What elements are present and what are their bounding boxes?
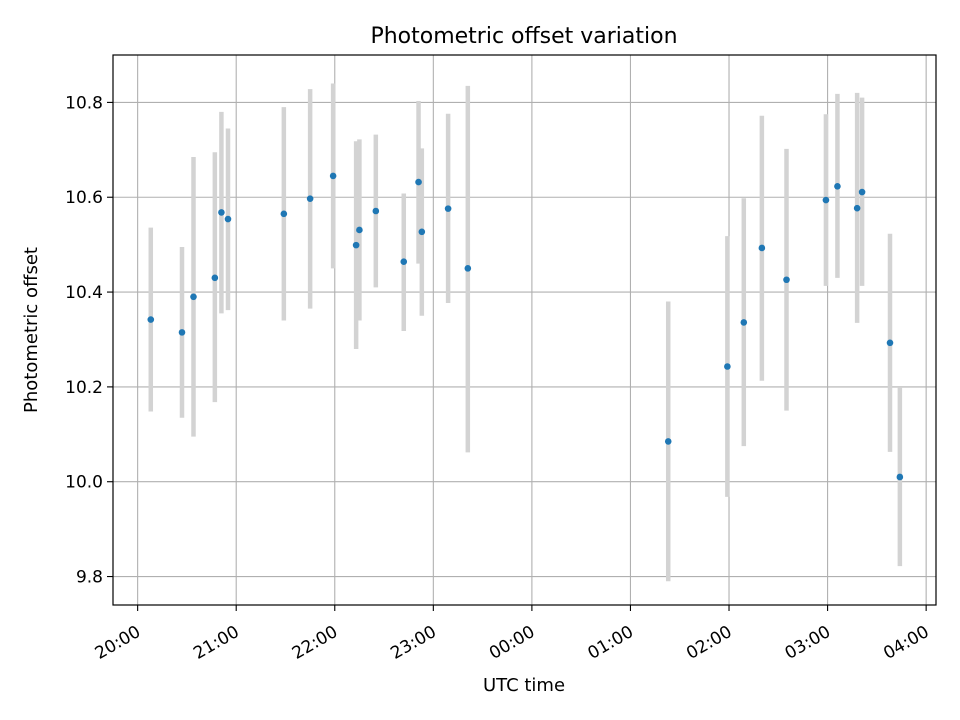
- data-point: [147, 316, 155, 323]
- data-point: [853, 204, 861, 212]
- data-point: [356, 226, 363, 234]
- data-point: [400, 258, 408, 266]
- data-point: [190, 293, 197, 301]
- y-tick-label: 10.8: [65, 93, 103, 113]
- data-point: [464, 265, 472, 272]
- chart-title: Photometric offset variation: [370, 24, 677, 49]
- data-point: [886, 339, 894, 347]
- data-points: [147, 172, 904, 481]
- data-point: [306, 195, 314, 202]
- data-point: [783, 276, 790, 284]
- data-point: [444, 205, 452, 212]
- plot-frame: [112, 54, 937, 606]
- data-point: [740, 319, 748, 326]
- data-point: [418, 228, 426, 236]
- data-point: [218, 209, 225, 216]
- data-point: [758, 244, 766, 252]
- data-point: [858, 188, 866, 196]
- data-point: [664, 438, 672, 445]
- data-point: [372, 207, 380, 215]
- y-tick-label: 10.4: [65, 283, 103, 303]
- data-point: [178, 329, 186, 336]
- data-point: [280, 210, 288, 218]
- data-point: [415, 178, 422, 186]
- y-axis-ticks: 9.8 10.0 10.2 10.4 10.6 10.8: [65, 93, 113, 588]
- x-axis-label: UTC time: [483, 675, 565, 696]
- y-tick-label: 10.2: [65, 378, 103, 398]
- grid: [113, 55, 936, 605]
- data-point: [724, 363, 731, 370]
- y-tick-label: 10.6: [65, 188, 103, 208]
- y-tick-label: 10.0: [65, 473, 103, 493]
- data-point: [329, 172, 337, 180]
- data-point: [896, 473, 904, 481]
- y-axis-label: Photometric offset: [21, 247, 42, 413]
- data-point: [822, 196, 830, 204]
- data-point: [211, 274, 219, 282]
- data-point: [224, 215, 232, 223]
- data-point: [834, 183, 841, 190]
- data-point: [352, 241, 360, 249]
- y-tick-label: 9.8: [76, 568, 103, 588]
